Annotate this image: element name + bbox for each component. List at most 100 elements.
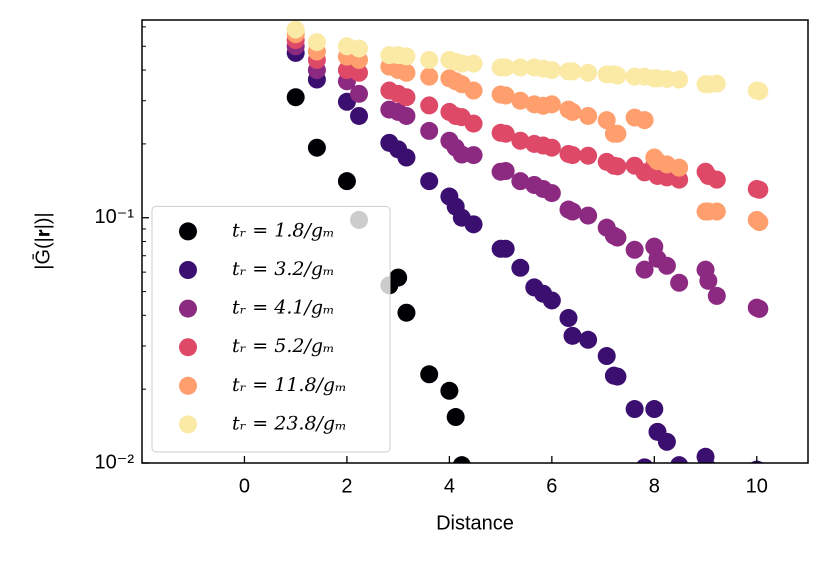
data-point <box>420 365 439 384</box>
x-tick-label: 6 <box>546 475 557 497</box>
data-point <box>389 268 408 287</box>
y-axis-label: |Ḡ(|𝐫|)| <box>31 212 54 270</box>
data-point <box>625 400 644 419</box>
data-point <box>397 47 416 66</box>
data-point <box>579 330 598 349</box>
data-point <box>636 458 653 463</box>
data-point <box>750 82 769 101</box>
data-point <box>657 256 676 275</box>
data-point <box>496 124 515 143</box>
data-point <box>635 260 654 279</box>
data-point <box>542 95 561 114</box>
data-point <box>707 202 726 221</box>
data-point <box>542 184 561 203</box>
data-point <box>670 273 689 292</box>
data-point <box>286 88 305 107</box>
plot-area <box>286 20 769 463</box>
data-point <box>397 303 416 322</box>
data-point <box>579 63 598 82</box>
data-point <box>542 61 561 80</box>
legend-label: tᵣ = 5.2/gₘ <box>232 335 335 357</box>
data-point <box>453 456 471 463</box>
data-point <box>750 180 769 199</box>
data-point <box>307 33 326 52</box>
data-point <box>397 148 416 167</box>
data-point <box>511 91 530 110</box>
legend-label: tᵣ = 11.8/gₘ <box>232 374 347 396</box>
data-point <box>446 408 465 427</box>
data-point <box>542 291 561 310</box>
data-point <box>608 157 627 176</box>
data-point <box>579 106 598 125</box>
data-point <box>707 286 726 305</box>
data-point <box>563 326 582 345</box>
data-point <box>420 121 439 140</box>
legend-marker <box>179 338 197 357</box>
data-point <box>464 81 483 100</box>
data-point <box>715 462 719 463</box>
data-point <box>608 124 627 143</box>
x-tick-label: 0 <box>239 475 250 497</box>
x-tick-label: 10 <box>746 475 768 497</box>
y-tick-label: 10⁻² <box>95 451 135 473</box>
legend-box <box>151 205 391 453</box>
legend-label: tᵣ = 4.1/gₘ <box>232 297 335 319</box>
data-point <box>350 39 369 58</box>
data-point <box>307 138 326 157</box>
data-point <box>511 172 530 191</box>
data-point <box>496 58 515 77</box>
data-point <box>496 162 515 181</box>
data-point <box>464 54 483 73</box>
legend-label: tᵣ = 1.8/gₘ <box>232 219 335 241</box>
y-tick-label: 10⁻¹ <box>95 206 135 228</box>
data-point <box>350 84 369 103</box>
data-point <box>420 67 439 86</box>
data-point <box>559 309 578 328</box>
data-point <box>707 74 726 93</box>
data-point <box>511 131 530 150</box>
data-point <box>397 63 416 82</box>
data-point <box>420 172 439 191</box>
data-point <box>657 432 676 451</box>
data-point <box>563 146 582 165</box>
legend-label: tᵣ = 3.2/gₘ <box>232 258 335 280</box>
data-point <box>496 86 515 105</box>
data-point <box>597 111 616 130</box>
data-point <box>337 172 356 191</box>
data-point <box>420 50 439 69</box>
legend-label: tᵣ = 23.8/gₘ <box>232 412 347 434</box>
data-point <box>579 146 598 165</box>
data-point <box>496 239 515 258</box>
data-point <box>696 447 715 463</box>
data-point <box>707 170 726 189</box>
data-point <box>670 70 689 89</box>
data-point <box>635 111 654 130</box>
x-axis-label: Distance <box>436 512 514 534</box>
x-tick-label: 2 <box>341 475 352 497</box>
x-tick-label: 8 <box>649 475 660 497</box>
data-point <box>464 146 483 165</box>
data-point <box>511 58 530 77</box>
data-point <box>645 400 664 419</box>
data-point <box>420 96 439 115</box>
data-point <box>542 138 561 157</box>
data-point <box>464 215 483 234</box>
data-point <box>511 258 530 277</box>
data-point <box>597 347 616 366</box>
data-point <box>563 202 582 221</box>
legend-marker <box>179 376 197 395</box>
legend-marker <box>179 222 197 241</box>
data-point <box>701 459 716 463</box>
data-point <box>440 381 459 400</box>
data-point <box>464 114 483 133</box>
data-point <box>350 106 369 125</box>
x-tick-label: 4 <box>444 475 455 497</box>
legend-marker <box>179 299 197 318</box>
data-point <box>699 271 718 290</box>
legend-marker <box>179 415 197 434</box>
data-point <box>397 88 416 107</box>
data-point <box>670 158 689 177</box>
data-point <box>750 299 769 318</box>
data-point <box>625 240 644 259</box>
